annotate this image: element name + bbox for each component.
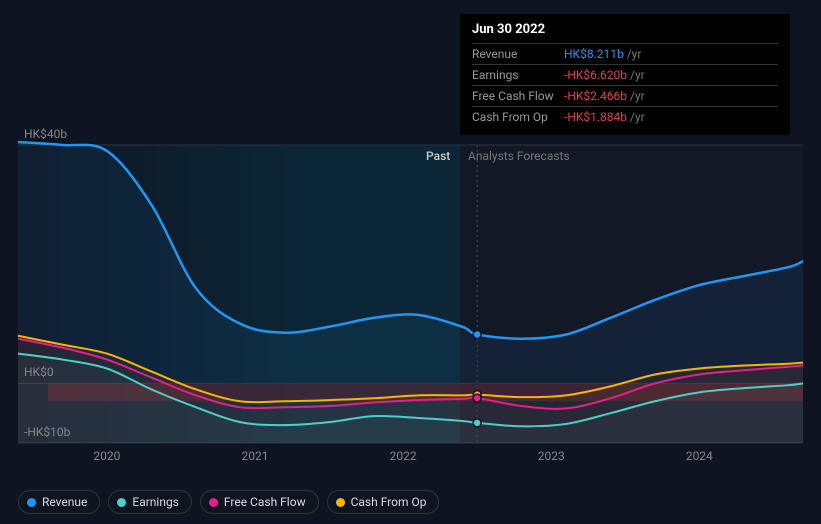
tooltip-row-unit: /yr [630, 68, 645, 82]
tooltip-row: Earnings-HK$6.620b/yr [472, 64, 778, 85]
tooltip-row-label: Revenue [472, 47, 564, 61]
x-axis-tick-label: 2021 [241, 449, 268, 463]
legend-item-revenue[interactable]: Revenue [18, 490, 100, 514]
tooltip-row-unit: /yr [630, 110, 645, 124]
x-axis-tick-label: 2023 [538, 449, 565, 463]
tooltip-row-value: -HK$2.466b [564, 89, 627, 103]
tooltip-row: Free Cash Flow-HK$2.466b/yr [472, 85, 778, 106]
x-axis-tick-label: 2024 [686, 449, 713, 463]
chart-tooltip: Jun 30 2022 RevenueHK$8.211b/yrEarnings-… [460, 14, 790, 135]
legend-item-earnings[interactable]: Earnings [108, 490, 192, 514]
legend-dot-icon [27, 498, 36, 507]
tooltip-row-label: Free Cash Flow [472, 89, 564, 103]
tooltip-row-label: Cash From Op [472, 110, 564, 124]
legend-item-label: Earnings [132, 495, 179, 509]
tooltip-row-value: -HK$1.884b [564, 110, 627, 124]
x-axis-tick-label: 2022 [390, 449, 417, 463]
tooltip-row-unit: /yr [627, 47, 642, 61]
chart-legend: Revenue Earnings Free Cash Flow Cash From O… [18, 490, 439, 514]
legend-item-label: Free Cash Flow [224, 495, 306, 509]
forecast-region-label: Analysts Forecasts [468, 149, 570, 163]
x-axis-tick-label: 2020 [93, 449, 120, 463]
financials-chart: HK$40b HK$0 -HK$10b 2020 2021 2022 2023 2024 P… [0, 0, 821, 524]
tooltip-row: Cash From Op-HK$1.884b/yr [472, 106, 778, 127]
legend-item-label: Cash From Op [351, 495, 427, 509]
past-region-label: Past [426, 149, 450, 163]
tooltip-title: Jun 30 2022 [472, 22, 778, 43]
tooltip-row-value: -HK$6.620b [564, 68, 627, 82]
legend-dot-icon [209, 498, 218, 507]
tooltip-row-label: Earnings [472, 68, 564, 82]
legend-item-cash-from-op[interactable]: Cash From Op [327, 490, 440, 514]
y-axis-tick-label: HK$0 [24, 365, 54, 379]
tooltip-row: RevenueHK$8.211b/yr [472, 43, 778, 64]
tooltip-row-value: HK$8.211b [564, 47, 624, 61]
tooltip-row-unit: /yr [630, 89, 645, 103]
legend-item-free-cash-flow[interactable]: Free Cash Flow [200, 490, 319, 514]
y-axis-tick-label: -HK$10b [24, 425, 70, 439]
y-axis-tick-label: HK$40b [24, 127, 67, 141]
legend-dot-icon [117, 498, 126, 507]
legend-dot-icon [336, 498, 345, 507]
legend-item-label: Revenue [42, 495, 87, 509]
